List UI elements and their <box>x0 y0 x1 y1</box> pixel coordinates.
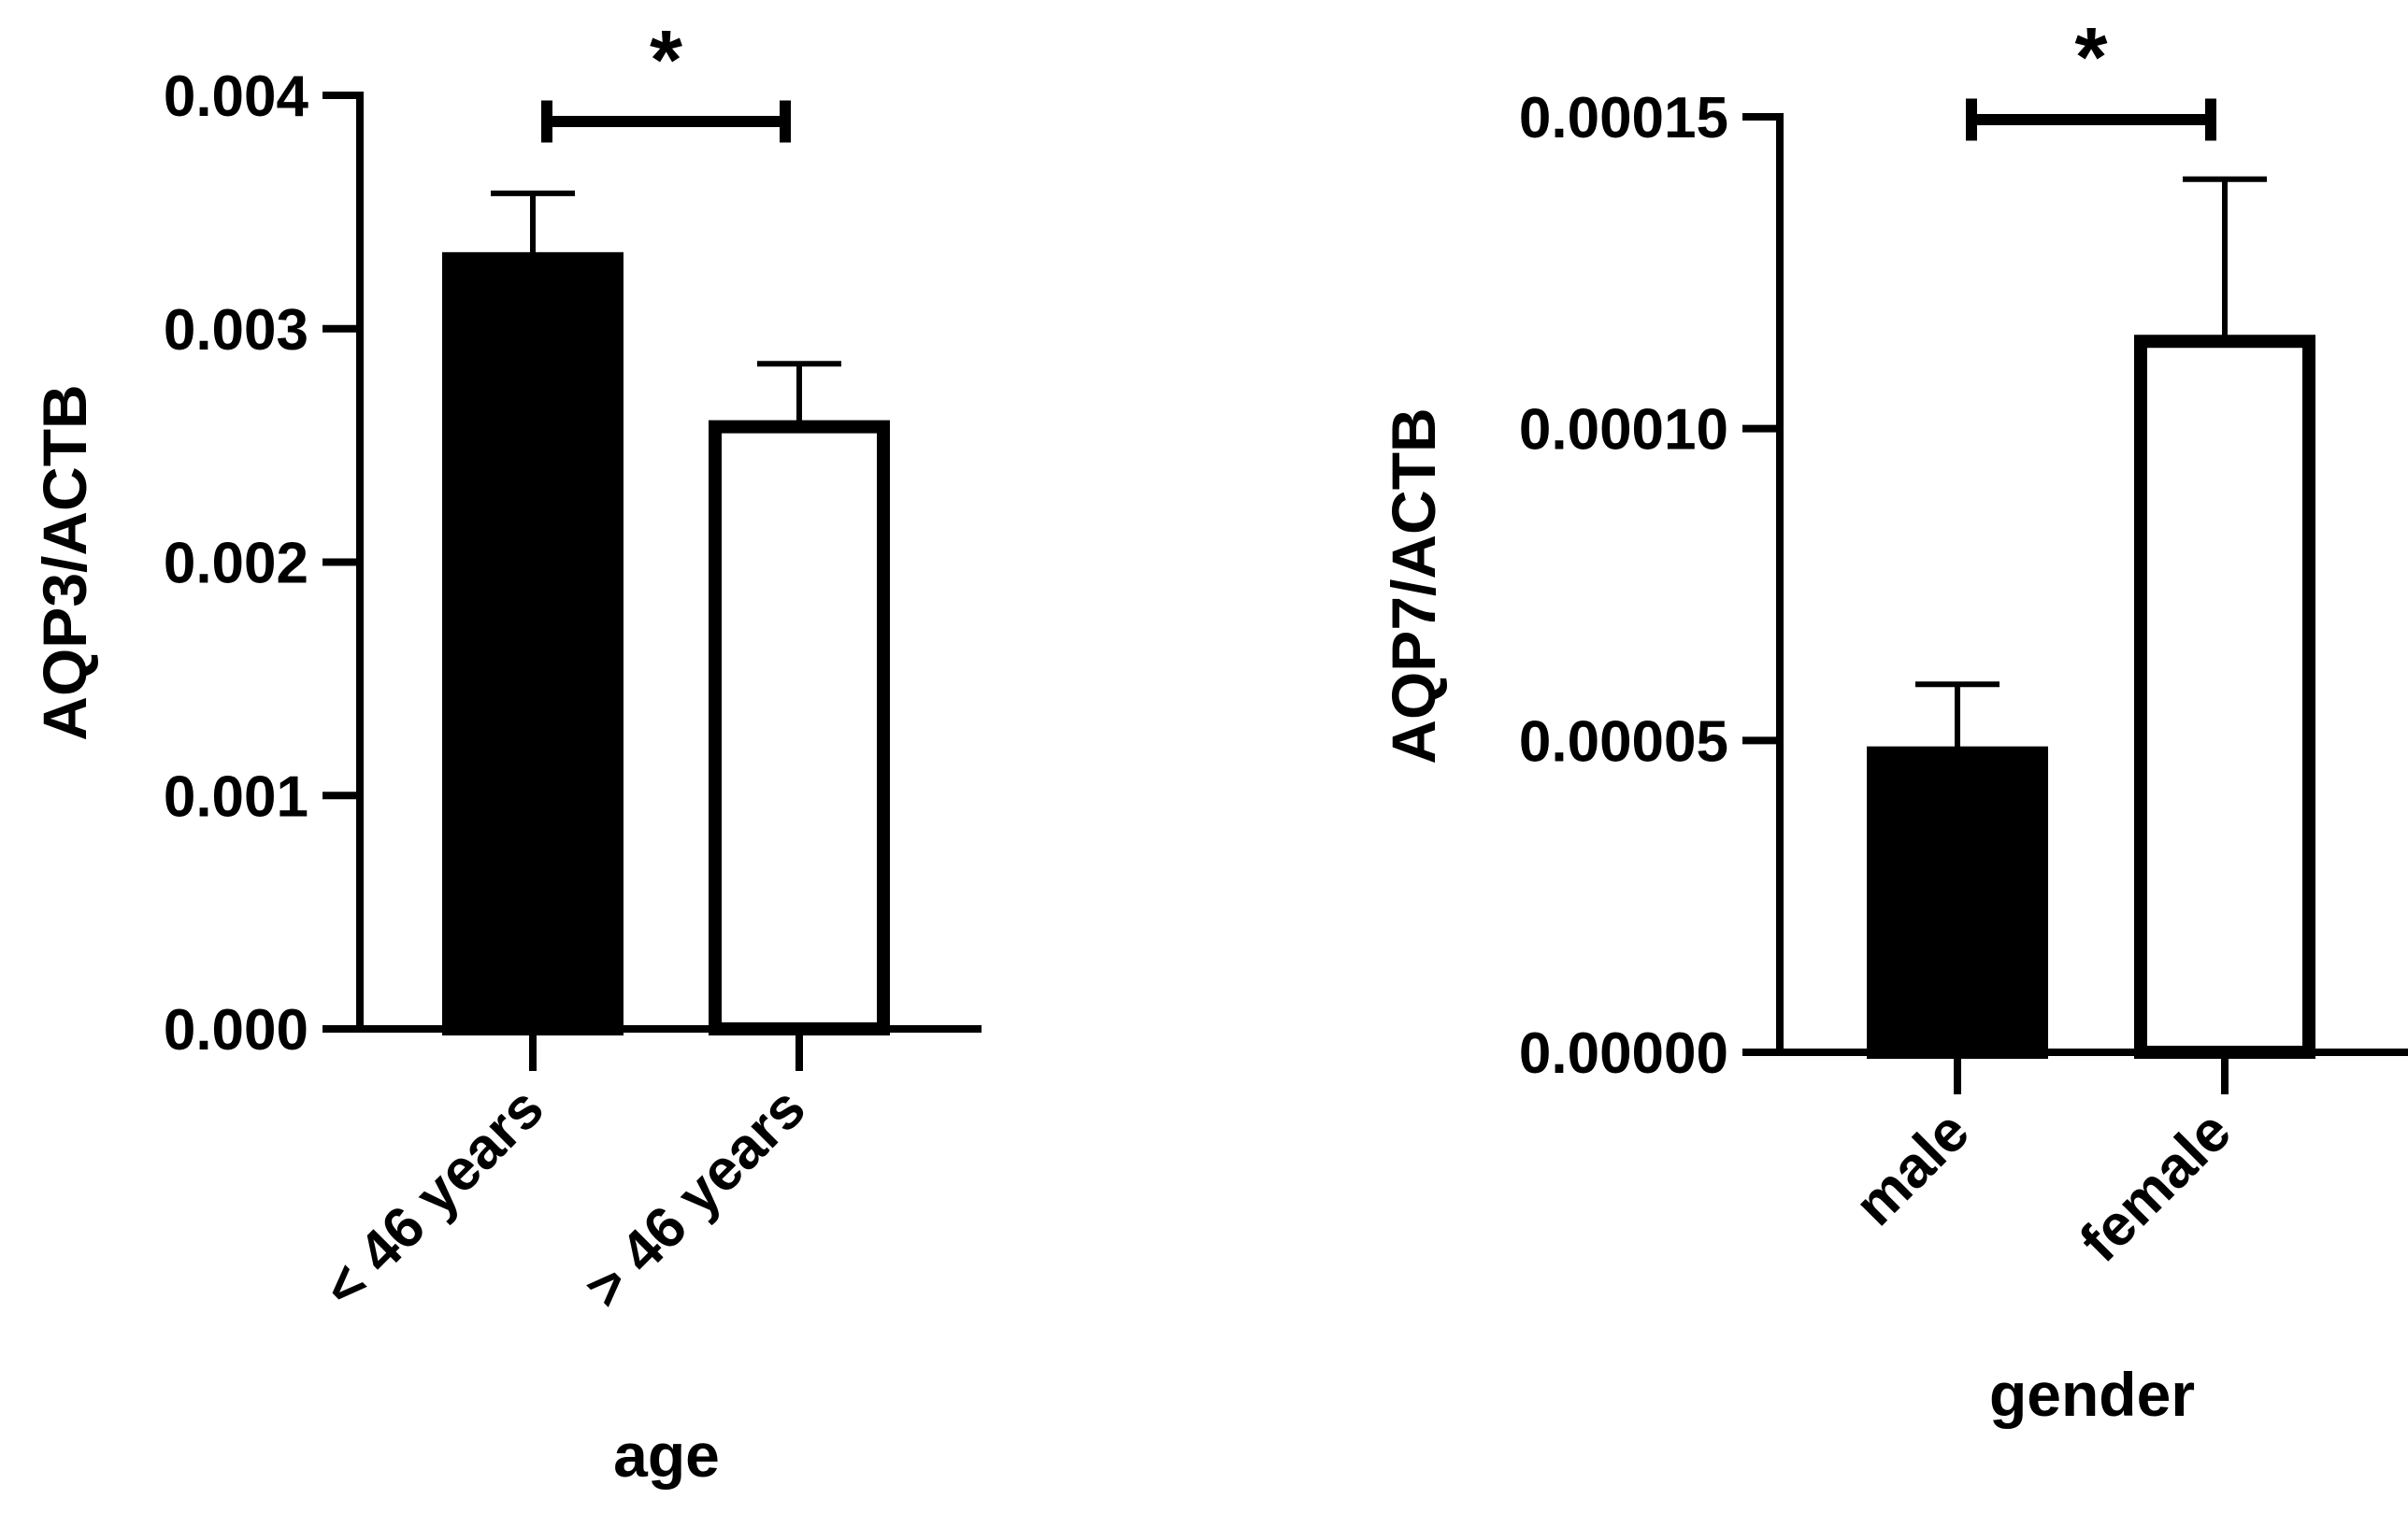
category-label-1: female <box>2068 1099 2243 1275</box>
chart-aqp3-by-age: 0.000 0.001 0.002 0.003 0.004 < 46 years > 46 … <box>30 14 982 1490</box>
category-label-0: < 46 years <box>311 1076 556 1320</box>
bar-1 <box>2134 335 2315 1059</box>
bar-0 <box>1867 746 2048 1059</box>
x-axis-title: age <box>613 1420 720 1490</box>
y-tick-label-4: 0.004 <box>164 64 309 129</box>
significance-star: * <box>2074 11 2107 105</box>
y-tick-label-1: 0.00005 <box>1519 709 1728 774</box>
y-tick-label-3: 0.003 <box>164 298 308 363</box>
significance-star: * <box>650 14 682 107</box>
y-axis-title: AQP3/ACTB <box>30 384 99 740</box>
y-axis-title: AQP7/ACTB <box>1379 407 1448 764</box>
y-tick-label-1: 0.001 <box>164 764 308 829</box>
x-axis-title: gender <box>1989 1360 2195 1429</box>
category-label-0: male <box>1842 1099 1982 1238</box>
y-tick-label-3: 0.00015 <box>1519 86 1728 150</box>
y-tick-label-2: 0.002 <box>164 532 308 596</box>
chart-aqp7-by-gender: 0.00000 0.00005 0.00010 0.00015 male female * A… <box>1379 11 2408 1429</box>
y-tick-label-0: 0.000 <box>164 998 308 1063</box>
bar-0 <box>442 251 624 1035</box>
bar-1 <box>709 420 890 1035</box>
y-tick-label-0: 0.00000 <box>1519 1021 1728 1086</box>
category-label-1: > 46 years <box>573 1076 818 1320</box>
y-tick-label-2: 0.00010 <box>1519 398 1728 463</box>
